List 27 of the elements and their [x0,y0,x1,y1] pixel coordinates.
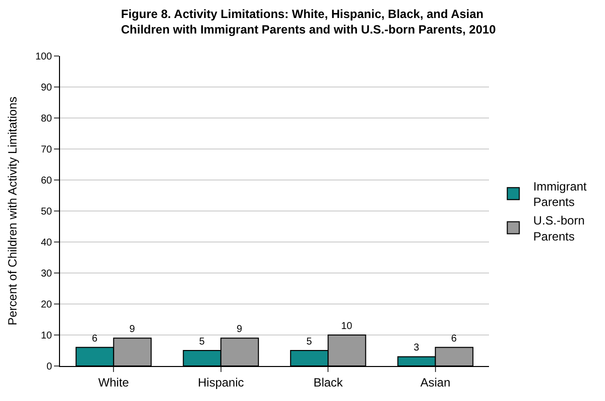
data-label: 9 [236,324,243,336]
data-label: 6 [92,333,98,344]
y-axis-title: Percent of Children with Activity Limitations [6,96,20,326]
data-label: 5 [199,336,206,348]
y-tick-label: 90 [40,82,52,94]
data-label: 6 [451,333,458,344]
y-tick-label: 20 [40,300,52,310]
x-tick-label: Hispanic [198,375,244,390]
y-tick-label: 10 [40,330,52,342]
y-tick-label: 80 [40,114,52,124]
legend-label: Immigrant Parents [533,179,588,210]
y-tick-label: 60 [40,176,52,186]
chart-title: Figure 8. Activity Limitations: White, Hispanic, Black, and Asian Children with Immigrant Parents and with U.S.-born Parents, 2010 [121,7,496,37]
data-label: 10 [341,321,353,332]
x-tick-label: White [98,375,130,390]
x-tick-label: Black [313,375,344,390]
legend-label: U.S.-born Parents [533,214,585,244]
y-tick-label: 70 [40,144,52,156]
data-label: 3 [414,342,420,354]
data-label: 5 [306,336,312,348]
y-tick-label: 50 [40,206,52,218]
y-tick-label: 100 [35,52,52,62]
y-tick-label: 0 [46,362,52,372]
y-tick-label: 30 [40,268,52,280]
y-tick-label: 40 [40,238,52,248]
x-tick-label: Asian [420,375,450,390]
data-label: 9 [129,324,136,336]
